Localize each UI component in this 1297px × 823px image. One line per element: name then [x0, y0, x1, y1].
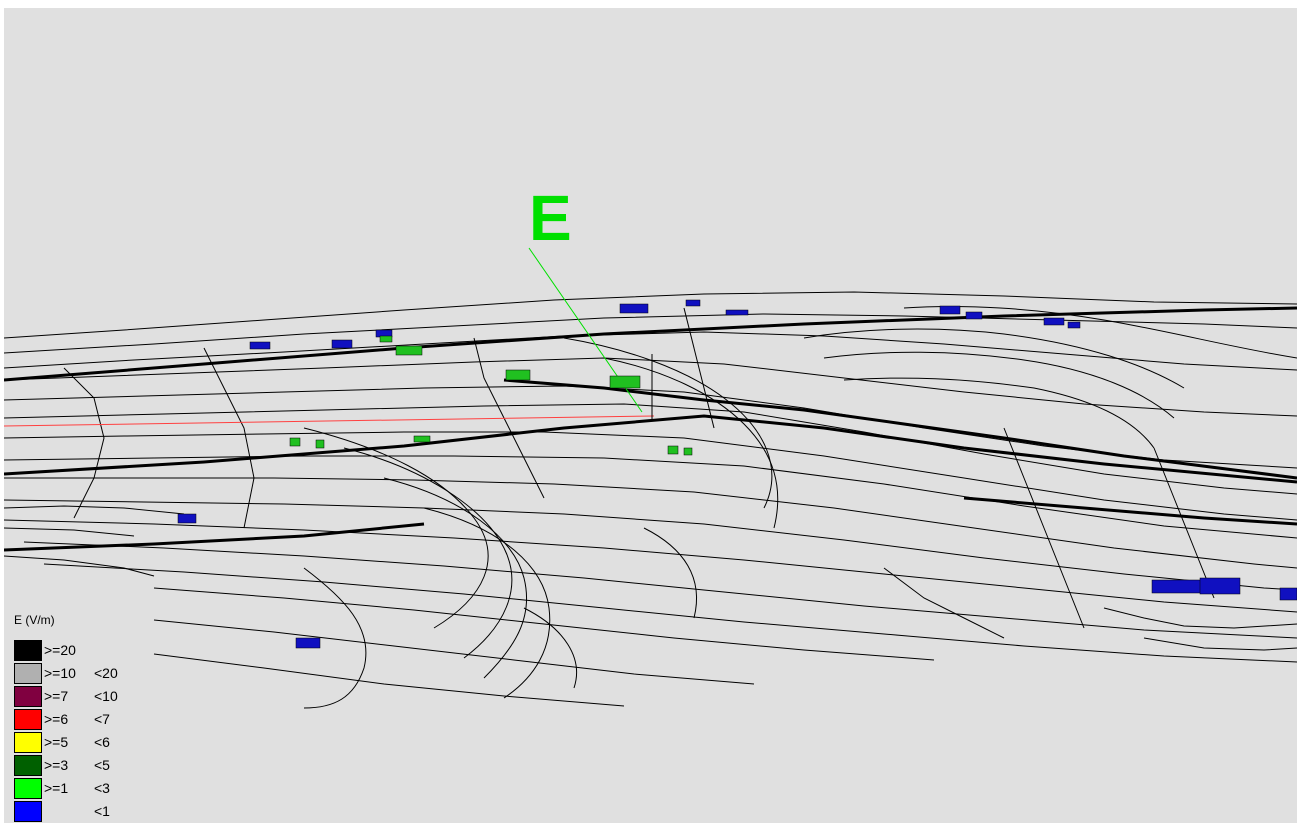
legend-swatch [14, 732, 42, 753]
legend-item: >=5 <6 [14, 732, 144, 754]
legend-swatch [14, 709, 42, 730]
building [505, 369, 531, 381]
terrain-contour-lines [4, 291, 1297, 709]
legend-upper-bound: <10 [94, 688, 118, 704]
legend-upper-bound: <6 [94, 734, 110, 750]
legend-item: >=7 <10 [14, 686, 144, 708]
legend-swatch [14, 801, 42, 822]
legend-upper-bound: <20 [94, 665, 118, 681]
building [1043, 317, 1065, 326]
legend-item: <1 [14, 801, 144, 823]
building [1199, 577, 1241, 595]
building [965, 311, 983, 320]
building [1279, 587, 1297, 601]
buildings [177, 299, 1297, 649]
legend-lower-bound: >=20 [44, 642, 76, 658]
legend-upper-bound: <7 [94, 711, 110, 727]
legend-item: >=10 <20 [14, 663, 144, 685]
building [1151, 579, 1209, 594]
legend-upper-bound: <1 [94, 803, 110, 819]
legend-upper-bound: <5 [94, 757, 110, 773]
legend-lower-bound: >=3 [44, 757, 69, 773]
legend-swatch [14, 640, 42, 661]
building [395, 345, 423, 356]
legend-swatch [14, 778, 42, 799]
legend-lower-bound: >=5 [44, 734, 69, 750]
legend-item: >=6 <7 [14, 709, 144, 731]
legend-swatch [14, 755, 42, 776]
legend-lower-bound: >=6 [44, 711, 69, 727]
building [331, 339, 353, 349]
building [413, 435, 431, 443]
building [619, 303, 649, 314]
building [667, 445, 679, 455]
legend-upper-bound: <3 [94, 780, 110, 796]
building [315, 439, 325, 449]
building [939, 305, 961, 315]
building [609, 375, 641, 389]
measurement-point-label: E [529, 182, 572, 254]
building [1067, 321, 1081, 329]
legend-lower-bound: >=1 [44, 780, 69, 796]
building [289, 437, 301, 447]
building [177, 513, 197, 524]
terrain-scene[interactable] [4, 8, 1297, 823]
building [379, 335, 393, 343]
map-3d-viewport[interactable]: E E (V/m) >=20 >=10 <20 >=7 <10 >=6 <7 >=5 <6 >=3… [4, 8, 1297, 823]
building [685, 299, 701, 307]
legend-item: >=20 [14, 640, 144, 662]
legend-item: >=3 <5 [14, 755, 144, 777]
legend-item: >=1 <3 [14, 778, 144, 800]
legend-swatch [14, 686, 42, 707]
horizontal-reference-axis [4, 415, 655, 427]
legend-swatch [14, 663, 42, 684]
field-strength-legend: E (V/m) >=20 >=10 <20 >=7 <10 >=6 <7 >=5 <6 >=3 <5… [8, 608, 148, 823]
building [249, 341, 271, 350]
building [683, 447, 693, 456]
major-roads [4, 306, 1297, 552]
building [725, 309, 749, 316]
building [295, 637, 321, 649]
legend-lower-bound: >=10 [44, 665, 76, 681]
legend-title: E (V/m) [14, 613, 55, 627]
legend-lower-bound: >=7 [44, 688, 69, 704]
